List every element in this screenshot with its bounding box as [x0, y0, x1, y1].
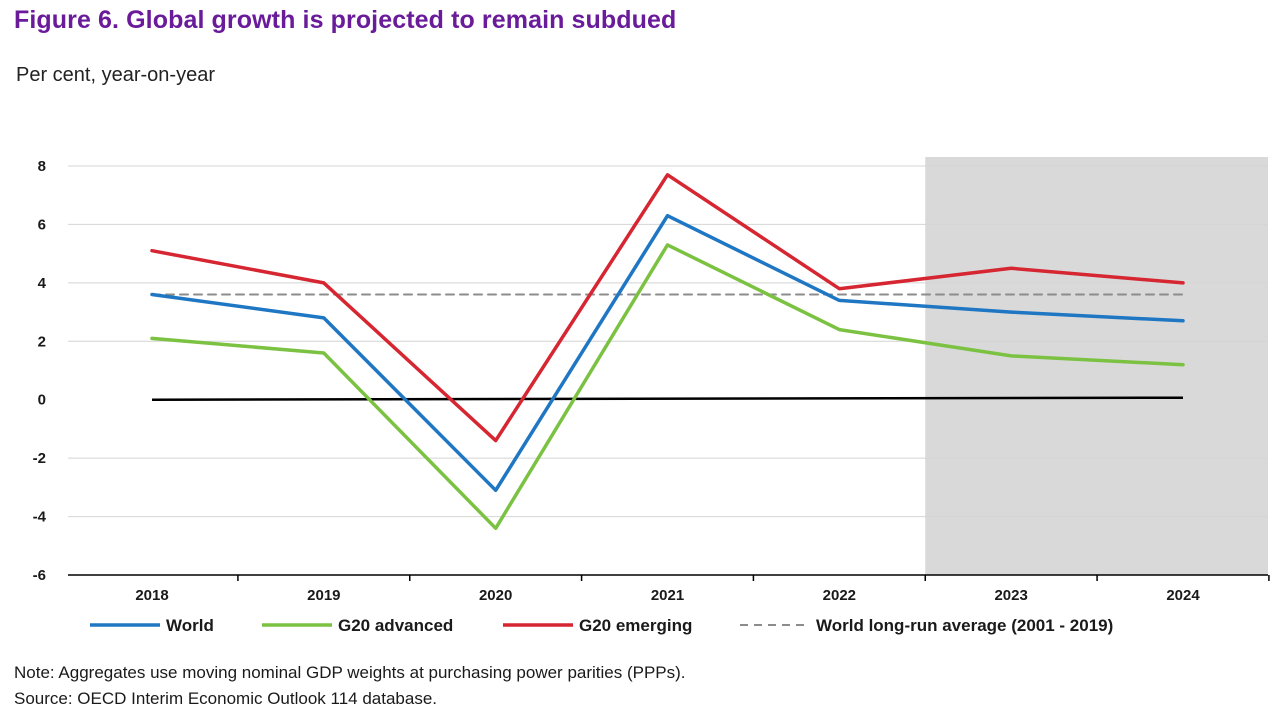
legend-label: World: [166, 616, 214, 635]
series-line-g20-advanced: [150, 243, 1185, 531]
chart-notes: Note: Aggregates use moving nominal GDP …: [14, 660, 686, 712]
chart-subtitle: Per cent, year-on-year: [16, 64, 215, 86]
chart-title: Figure 6. Global growth is projected to …: [14, 6, 677, 34]
projection-shading: [925, 157, 1268, 575]
legend-label: World long-run average (2001 - 2019): [816, 616, 1113, 635]
x-tick-label: 2024: [1166, 587, 1200, 604]
y-tick-label: 8: [38, 158, 46, 175]
series-line-g20-emerging: [150, 173, 1185, 443]
y-tick-label: 0: [38, 392, 46, 409]
x-tick-label: 2019: [307, 587, 340, 604]
y-tick-label: -6: [33, 567, 46, 584]
x-tick-label: 2021: [651, 587, 684, 604]
y-tick-label: 4: [38, 275, 47, 292]
x-tick-label: 2023: [994, 587, 1027, 604]
legend-label: G20 advanced: [338, 616, 453, 635]
series-line-world: [150, 213, 1185, 493]
y-tick-label: 2: [38, 333, 46, 350]
legend-item-longrun: World long-run average (2001 - 2019): [740, 616, 1113, 635]
legend-item-g20-advanced: G20 advanced: [262, 616, 453, 635]
x-tick-label: 2018: [135, 587, 168, 604]
y-tick-label: -4: [33, 509, 47, 526]
legend-item-g20-emerging: G20 emerging: [503, 616, 692, 635]
y-tick-label: -2: [33, 450, 46, 467]
x-tick-label: 2022: [823, 587, 856, 604]
y-tick-label: 6: [38, 216, 46, 233]
legend-label: G20 emerging: [579, 616, 692, 635]
x-tick-label: 2020: [479, 587, 512, 604]
note-text: Note: Aggregates use moving nominal GDP …: [14, 663, 686, 682]
zero-line: [151, 396, 1184, 401]
source-text: Source: OECD Interim Economic Outlook 11…: [14, 689, 437, 708]
legend-item-world: World: [90, 616, 214, 635]
